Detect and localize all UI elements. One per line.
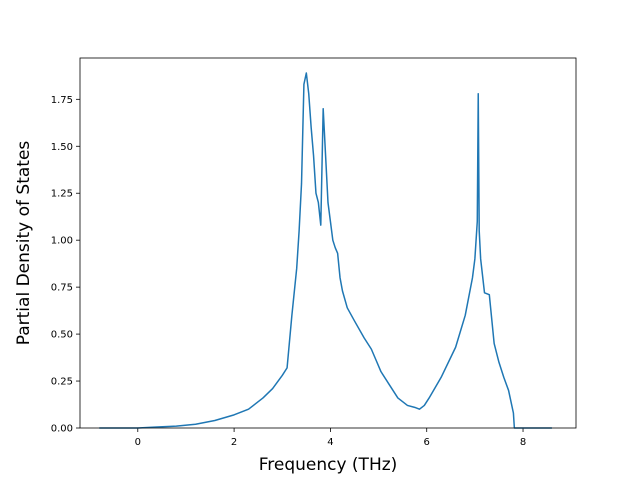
- x-tick-label: 8: [520, 437, 526, 448]
- x-tick-label: 6: [424, 437, 430, 448]
- x-tick-label: 0: [135, 437, 141, 448]
- y-tick-label: 0.00: [51, 424, 73, 435]
- x-axis-ticks: 0 2 4 6 8: [135, 428, 526, 448]
- y-tick-label: 0.75: [51, 283, 73, 294]
- y-tick-label: 0.50: [51, 330, 73, 341]
- plot-frame: [79, 57, 577, 429]
- pdos-series-line: [99, 72, 552, 429]
- y-tick-label: 1.00: [51, 236, 73, 247]
- x-tick-label: 4: [327, 437, 333, 448]
- x-tick-label: 2: [231, 437, 237, 448]
- y-tick-label: 1.50: [51, 142, 73, 153]
- y-axis-ticks: 0.00 0.25 0.50 0.75 1.00 1.25 1.50 1.75: [51, 95, 80, 435]
- y-tick-label: 1.75: [51, 95, 73, 106]
- y-tick-label: 0.25: [51, 377, 73, 388]
- y-tick-label: 1.25: [51, 189, 73, 200]
- plot-background: [80, 58, 576, 428]
- y-axis-title: Partial Density of States: [14, 141, 34, 346]
- x-axis-title: Frequency (THz): [259, 455, 398, 475]
